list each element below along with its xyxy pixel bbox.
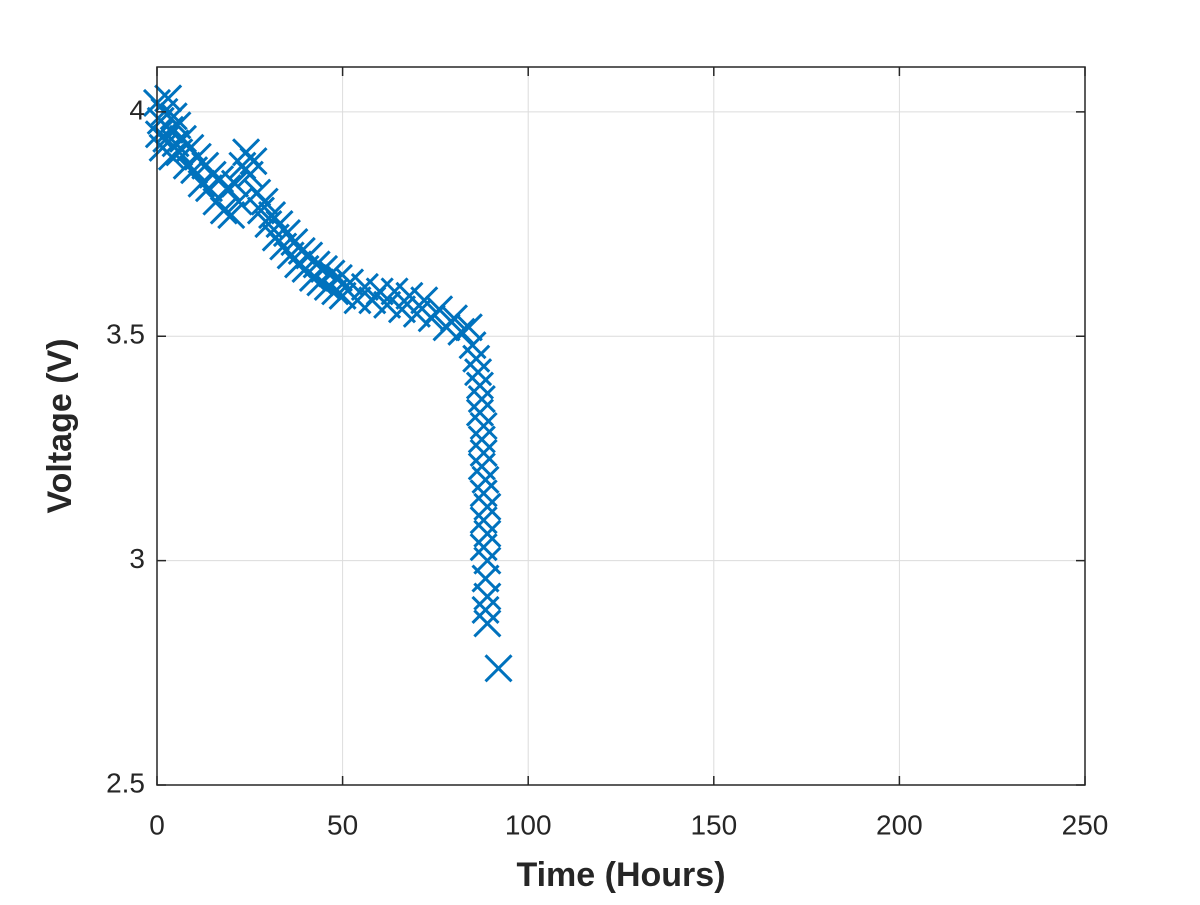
data-point — [447, 317, 476, 346]
data-point — [159, 102, 188, 131]
data-point — [439, 304, 469, 333]
ticks: 0 50 100 150 200 250 2.5 3 3.5 4 — [106, 67, 1108, 840]
x-axis-label: Time (Hours) — [516, 856, 725, 894]
data-point — [484, 654, 513, 683]
x-tick-label: 100 — [505, 809, 552, 840]
data-point — [473, 609, 502, 638]
data-point — [454, 313, 483, 342]
data-point — [410, 286, 439, 315]
data-point — [425, 295, 454, 324]
markers — [142, 84, 513, 683]
data-point — [239, 147, 268, 176]
data-point — [254, 210, 283, 239]
y-axis-label: Voltage (V) — [41, 338, 79, 513]
data-point — [213, 174, 242, 203]
data-point — [217, 201, 246, 230]
x-tick-label: 200 — [876, 809, 923, 840]
axes-frame — [156, 66, 1086, 786]
data-point — [187, 169, 216, 198]
y-tick-label: 3 — [129, 543, 145, 574]
data-point — [209, 196, 238, 225]
x-tick-label: 0 — [149, 809, 165, 840]
y-tick-label: 4 — [129, 94, 145, 125]
x-tick-label: 150 — [690, 809, 737, 840]
y-tick-label: 2.5 — [106, 767, 145, 798]
data-point — [365, 277, 394, 306]
data-point — [220, 169, 250, 198]
data-point — [309, 254, 339, 283]
y-tick-label: 3.5 — [106, 319, 145, 350]
x-tick-label: 250 — [1062, 809, 1109, 840]
data-point — [343, 286, 372, 315]
data-point — [317, 259, 346, 288]
data-point — [154, 84, 183, 113]
data-point — [250, 187, 279, 216]
data-point — [224, 187, 253, 216]
data-point — [302, 250, 331, 279]
x-tick-label: 50 — [327, 809, 358, 840]
